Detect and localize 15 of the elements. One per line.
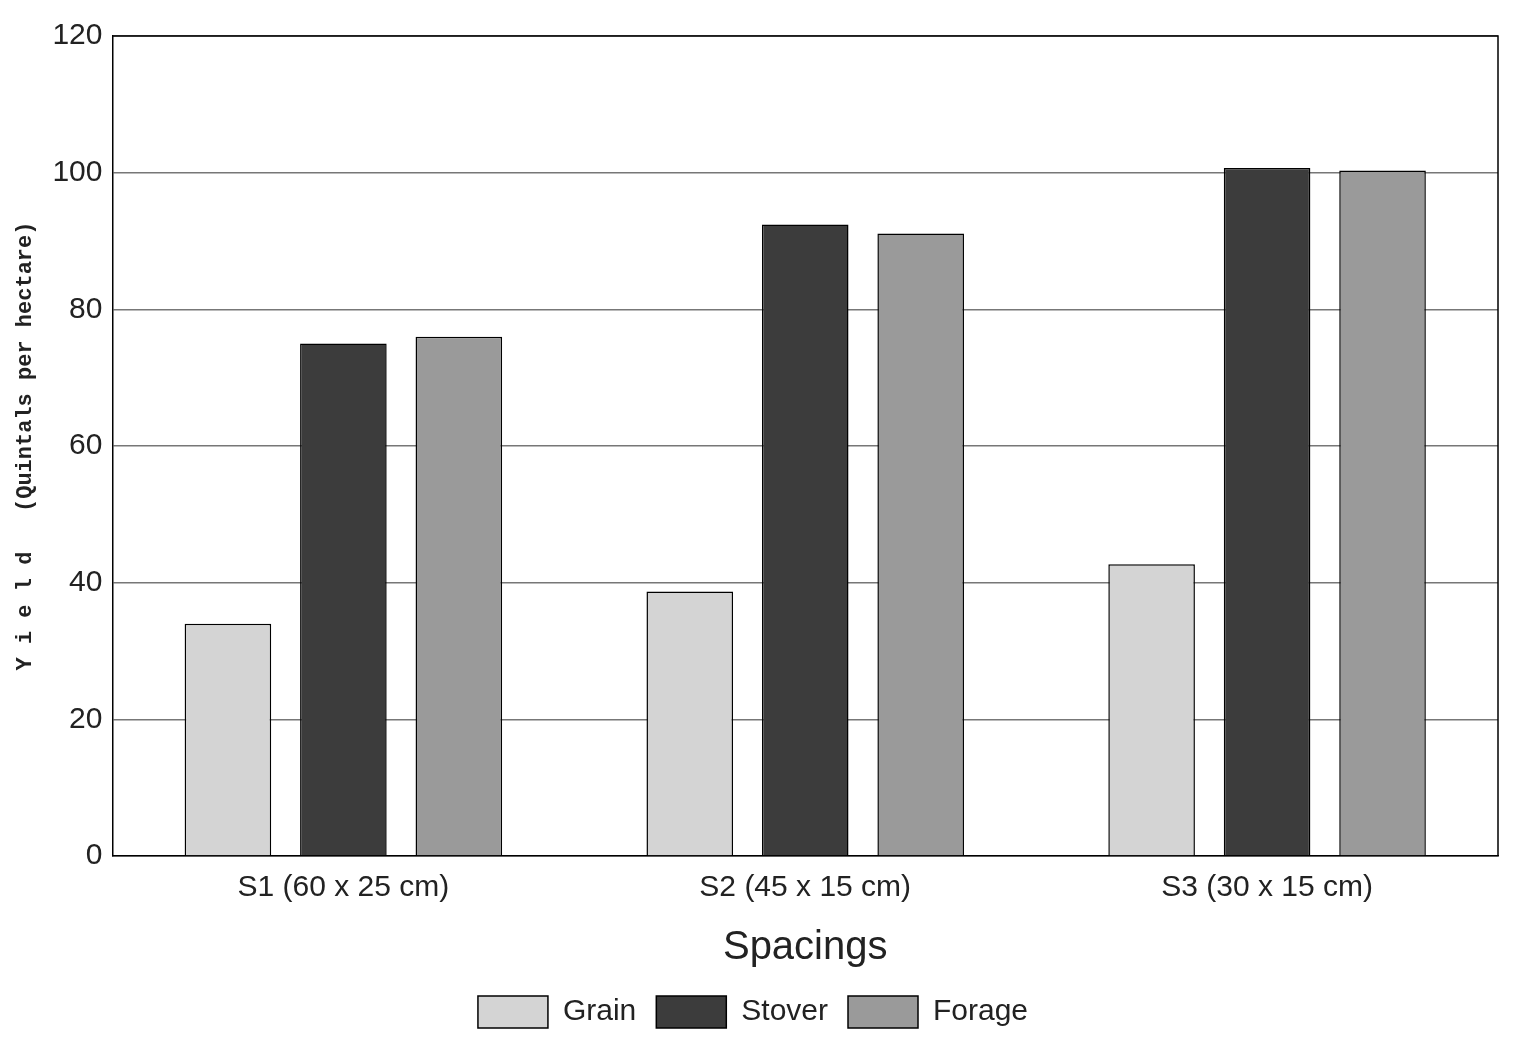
- x-tick-label: S3 (30 x 15 cm): [1161, 869, 1373, 903]
- legend-label: Stover: [741, 993, 829, 1027]
- legend-label: Grain: [562, 993, 637, 1027]
- y-tick-label: 120: [52, 17, 103, 51]
- x-tick-label: S2 (45 x 15 cm): [699, 869, 912, 903]
- y-axis-title: Y i e l d (Quintals per hectare): [12, 221, 38, 671]
- y-tick-label: 60: [69, 427, 103, 461]
- y-tick-label: 40: [69, 563, 103, 597]
- y-tick-label: 100: [52, 153, 103, 187]
- legend-label: Forage: [933, 993, 1029, 1027]
- x-tick-label: S1 (60 x 25 cm): [237, 869, 450, 903]
- y-tick-label: 20: [69, 700, 103, 734]
- x-axis-title: Spacings: [722, 923, 888, 968]
- y-tick-label: 0: [85, 837, 103, 871]
- y-tick-label: 80: [69, 290, 103, 324]
